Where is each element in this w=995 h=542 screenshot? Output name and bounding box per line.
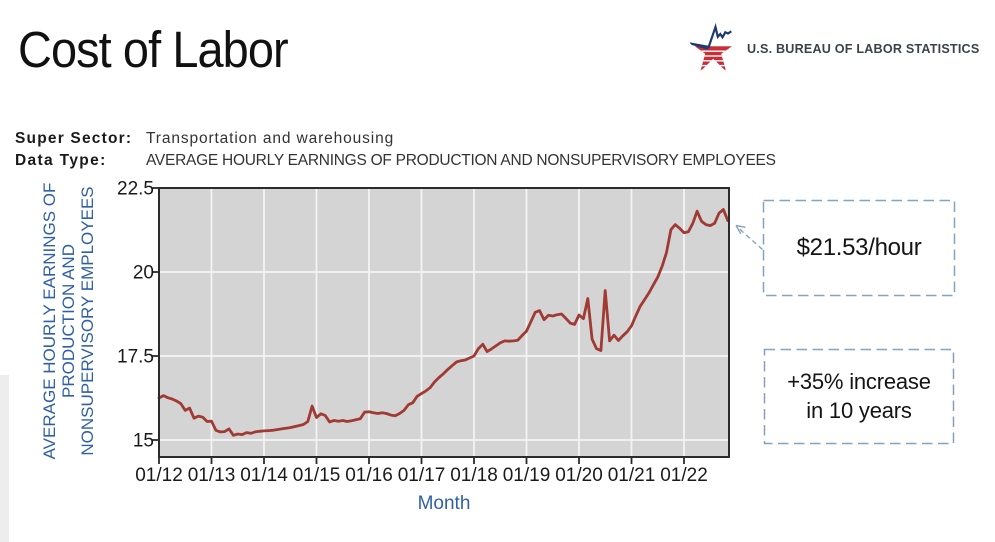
svg-text:01/21: 01/21 [608,465,656,486]
svg-text:01/12: 01/12 [135,465,183,486]
svg-text:01/20: 01/20 [555,465,603,486]
svg-text:20: 20 [133,263,154,284]
svg-text:01/18: 01/18 [450,465,498,486]
svg-text:01/17: 01/17 [398,465,446,486]
svg-text:01/19: 01/19 [503,465,551,486]
svg-text:22.5: 22.5 [117,179,154,200]
svg-text:AVERAGE HOURLY EARNINGS OF: AVERAGE HOURLY EARNINGS OF [40,183,59,460]
svg-text:01/13: 01/13 [188,465,236,486]
svg-text:PRODUCTION AND: PRODUCTION AND [59,244,78,398]
svg-text:01/16: 01/16 [345,465,393,486]
svg-text:01/15: 01/15 [293,465,341,486]
svg-text:01/22: 01/22 [660,465,708,486]
svg-text:NONSUPERVISORY EMPLOYEES: NONSUPERVISORY EMPLOYEES [78,186,97,455]
svg-text:17.5: 17.5 [117,347,154,368]
svg-text:Month: Month [418,493,471,514]
svg-text:15: 15 [133,431,154,452]
svg-text:01/14: 01/14 [240,465,288,486]
